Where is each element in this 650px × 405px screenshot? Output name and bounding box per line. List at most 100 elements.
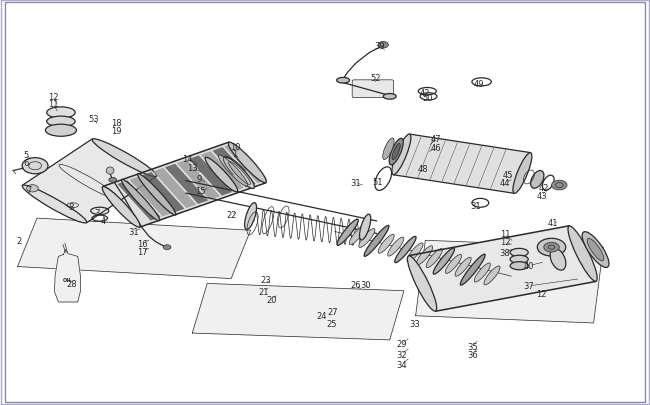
Text: 13: 13: [187, 164, 198, 173]
Text: 52: 52: [370, 74, 381, 83]
Circle shape: [552, 181, 567, 190]
Text: 41: 41: [547, 219, 558, 228]
Polygon shape: [141, 173, 185, 213]
Ellipse shape: [568, 226, 597, 281]
Ellipse shape: [364, 226, 389, 257]
Ellipse shape: [47, 108, 75, 119]
Circle shape: [27, 185, 38, 192]
Ellipse shape: [384, 94, 396, 100]
Text: 24: 24: [317, 311, 327, 320]
Text: 6: 6: [23, 159, 29, 168]
Text: 37: 37: [523, 281, 534, 291]
Text: 28: 28: [66, 279, 77, 288]
Text: 17: 17: [137, 247, 148, 256]
Text: 29: 29: [396, 340, 407, 349]
Text: 44: 44: [500, 179, 510, 188]
Circle shape: [538, 239, 566, 256]
Ellipse shape: [513, 153, 532, 194]
Polygon shape: [18, 219, 250, 279]
Text: 43: 43: [536, 192, 547, 201]
Text: 25: 25: [326, 320, 337, 328]
Text: 33: 33: [409, 320, 420, 328]
Ellipse shape: [349, 226, 365, 245]
Ellipse shape: [510, 249, 528, 257]
Circle shape: [378, 43, 389, 49]
Text: 49: 49: [474, 79, 484, 88]
Circle shape: [163, 245, 171, 250]
Text: 30: 30: [360, 281, 370, 290]
Polygon shape: [165, 164, 208, 205]
Text: 31: 31: [470, 201, 480, 210]
Ellipse shape: [426, 249, 443, 268]
Text: 21: 21: [258, 287, 268, 296]
Ellipse shape: [510, 256, 528, 264]
Ellipse shape: [47, 117, 75, 127]
Text: 38: 38: [500, 248, 510, 257]
Text: 35: 35: [467, 342, 478, 351]
Polygon shape: [224, 143, 268, 183]
Text: 12: 12: [500, 237, 510, 246]
Text: 15: 15: [196, 187, 206, 196]
Ellipse shape: [225, 158, 254, 189]
Polygon shape: [393, 135, 530, 194]
Ellipse shape: [122, 180, 160, 221]
Text: 22: 22: [226, 211, 237, 220]
Ellipse shape: [530, 171, 544, 189]
Text: 34: 34: [396, 360, 407, 369]
Text: 50: 50: [422, 94, 432, 103]
Polygon shape: [415, 241, 603, 323]
Polygon shape: [129, 177, 173, 217]
Ellipse shape: [387, 237, 404, 256]
Ellipse shape: [359, 215, 370, 240]
Text: 11: 11: [48, 100, 58, 109]
Text: 16: 16: [137, 239, 148, 248]
Text: 9: 9: [196, 175, 202, 183]
Text: 36: 36: [467, 350, 478, 359]
Text: 53: 53: [88, 114, 99, 124]
Ellipse shape: [106, 168, 114, 175]
Ellipse shape: [510, 262, 528, 270]
Ellipse shape: [460, 254, 485, 286]
Text: OIL: OIL: [63, 277, 73, 282]
Ellipse shape: [102, 187, 140, 228]
Text: 26: 26: [351, 281, 361, 290]
Polygon shape: [213, 148, 255, 188]
Text: 7: 7: [26, 186, 31, 195]
Polygon shape: [55, 250, 81, 302]
Text: 48: 48: [418, 165, 429, 174]
Ellipse shape: [392, 135, 411, 175]
Ellipse shape: [244, 203, 257, 230]
Text: 14: 14: [183, 155, 193, 164]
Text: 5: 5: [23, 151, 29, 160]
Ellipse shape: [205, 158, 238, 192]
Ellipse shape: [218, 156, 248, 187]
Text: 3: 3: [94, 208, 100, 217]
Text: 51: 51: [373, 177, 384, 186]
Polygon shape: [153, 168, 196, 209]
Text: 27: 27: [328, 307, 338, 316]
Ellipse shape: [484, 266, 500, 285]
Text: 20: 20: [266, 295, 277, 304]
Ellipse shape: [392, 144, 400, 160]
Ellipse shape: [337, 220, 358, 246]
Circle shape: [22, 158, 48, 174]
Polygon shape: [118, 181, 161, 221]
Text: 10: 10: [231, 143, 241, 151]
Ellipse shape: [228, 143, 266, 183]
Polygon shape: [201, 152, 244, 192]
Ellipse shape: [587, 239, 604, 261]
Polygon shape: [188, 156, 232, 196]
Text: 1: 1: [232, 150, 237, 159]
Ellipse shape: [550, 249, 566, 271]
Text: 46: 46: [431, 144, 441, 153]
Ellipse shape: [455, 258, 471, 277]
Text: 45: 45: [502, 171, 513, 180]
Text: 11: 11: [500, 229, 510, 239]
Circle shape: [109, 178, 116, 183]
Ellipse shape: [378, 234, 394, 254]
Ellipse shape: [46, 125, 77, 137]
Text: 4: 4: [101, 216, 106, 225]
Ellipse shape: [408, 256, 437, 311]
FancyBboxPatch shape: [352, 81, 394, 98]
Ellipse shape: [138, 174, 176, 215]
